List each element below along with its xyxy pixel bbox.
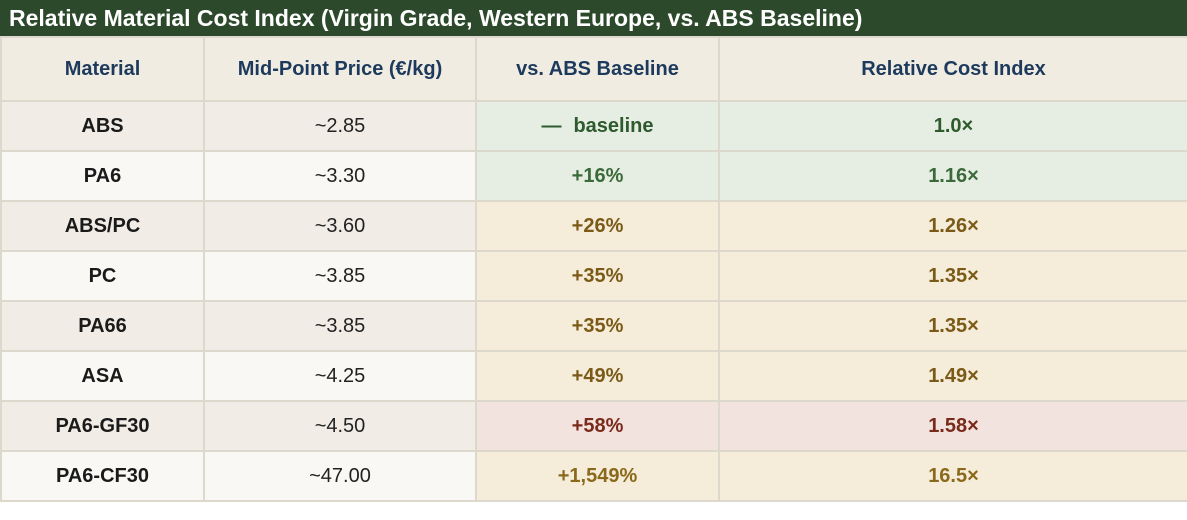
table-row: ABS/PC ~3.60 +26% 1.26× bbox=[0, 200, 1187, 252]
price-cell: ~3.85 bbox=[203, 250, 477, 302]
table-row: ABS ~2.85 — baseline 1.0× bbox=[0, 100, 1187, 152]
cost-index-table: Material Mid-Point Price (€/kg) vs. ABS … bbox=[0, 36, 1187, 502]
price-cell: ~3.60 bbox=[203, 200, 477, 252]
table-row: PA6-CF30 ~47.00 +1,549% 16.5× bbox=[0, 450, 1187, 502]
vs-baseline-cell: +35% bbox=[475, 300, 720, 352]
table-row: ASA ~4.25 +49% 1.49× bbox=[0, 350, 1187, 402]
table-row: PA6 ~3.30 +16% 1.16× bbox=[0, 150, 1187, 202]
material-cell: ABS/PC bbox=[0, 200, 205, 252]
baseline-label: baseline bbox=[573, 114, 654, 137]
table-row: PA66 ~3.85 +35% 1.35× bbox=[0, 300, 1187, 352]
table-row: PC ~3.85 +35% 1.35× bbox=[0, 250, 1187, 302]
cost-index-cell: 1.35× bbox=[718, 300, 1187, 352]
price-cell: ~4.50 bbox=[203, 400, 477, 452]
baseline-dash-icon: — bbox=[541, 114, 562, 137]
cost-index-cell: 1.0× bbox=[718, 100, 1187, 152]
vs-baseline-cell: +49% bbox=[475, 350, 720, 402]
cost-index-cell: 1.49× bbox=[718, 350, 1187, 402]
price-cell: ~4.25 bbox=[203, 350, 477, 402]
vs-baseline-cell: — baseline bbox=[475, 100, 720, 152]
material-cell: ABS bbox=[0, 100, 205, 152]
material-cell: PA6-GF30 bbox=[0, 400, 205, 452]
cost-index-cell: 1.35× bbox=[718, 250, 1187, 302]
material-cell: ASA bbox=[0, 350, 205, 402]
cost-index-cell: 1.26× bbox=[718, 200, 1187, 252]
material-cell: PA66 bbox=[0, 300, 205, 352]
price-cell: ~3.30 bbox=[203, 150, 477, 202]
material-cell: PA6-CF30 bbox=[0, 450, 205, 502]
cost-index-cell: 1.58× bbox=[718, 400, 1187, 452]
header-row: Material Mid-Point Price (€/kg) vs. ABS … bbox=[0, 36, 1187, 102]
vs-baseline-cell: +58% bbox=[475, 400, 720, 452]
price-cell: ~3.85 bbox=[203, 300, 477, 352]
vs-baseline-cell: +35% bbox=[475, 250, 720, 302]
cost-index-cell: 16.5× bbox=[718, 450, 1187, 502]
table-row: PA6-GF30 ~4.50 +58% 1.58× bbox=[0, 400, 1187, 452]
price-cell: ~2.85 bbox=[203, 100, 477, 152]
vs-baseline-cell: +16% bbox=[475, 150, 720, 202]
cost-index-cell: 1.16× bbox=[718, 150, 1187, 202]
table-title: Relative Material Cost Index (Virgin Gra… bbox=[0, 0, 1187, 36]
column-header-vs-baseline: vs. ABS Baseline bbox=[475, 36, 720, 102]
price-cell: ~47.00 bbox=[203, 450, 477, 502]
vs-baseline-cell: +26% bbox=[475, 200, 720, 252]
material-cell: PA6 bbox=[0, 150, 205, 202]
material-cell: PC bbox=[0, 250, 205, 302]
column-header-price: Mid-Point Price (€/kg) bbox=[203, 36, 477, 102]
column-header-material: Material bbox=[0, 36, 205, 102]
vs-baseline-cell: +1,549% bbox=[475, 450, 720, 502]
column-header-index: Relative Cost Index bbox=[718, 36, 1187, 102]
